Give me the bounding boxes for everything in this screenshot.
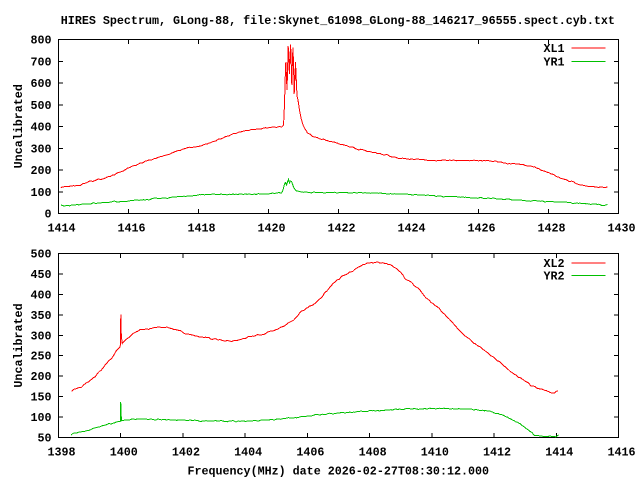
svg-text:500: 500 bbox=[30, 99, 51, 113]
svg-text:1404: 1404 bbox=[234, 446, 262, 460]
svg-text:Uncalibrated: Uncalibrated bbox=[12, 303, 26, 387]
svg-text:1400: 1400 bbox=[110, 446, 138, 460]
svg-text:50: 50 bbox=[37, 432, 51, 446]
svg-text:250: 250 bbox=[30, 350, 51, 364]
svg-text:XL1: XL1 bbox=[543, 42, 564, 56]
svg-text:1416: 1416 bbox=[117, 222, 145, 236]
svg-text:100: 100 bbox=[30, 186, 51, 200]
svg-text:1426: 1426 bbox=[467, 222, 495, 236]
svg-text:1420: 1420 bbox=[257, 222, 285, 236]
svg-text:450: 450 bbox=[30, 268, 51, 282]
svg-text:Uncalibrated: Uncalibrated bbox=[12, 84, 26, 168]
svg-text:200: 200 bbox=[30, 164, 51, 178]
svg-text:1416: 1416 bbox=[607, 446, 635, 460]
svg-text:1414: 1414 bbox=[47, 222, 75, 236]
svg-text:1418: 1418 bbox=[187, 222, 215, 236]
svg-text:Frequency(MHz) date 2026-02-27: Frequency(MHz) date 2026-02-27T08:30:12.… bbox=[187, 465, 489, 479]
svg-text:XL2: XL2 bbox=[543, 257, 564, 271]
svg-text:1414: 1414 bbox=[545, 446, 573, 460]
svg-text:1406: 1406 bbox=[296, 446, 324, 460]
svg-text:100: 100 bbox=[30, 411, 51, 425]
svg-text:1408: 1408 bbox=[359, 446, 387, 460]
svg-text:0: 0 bbox=[44, 208, 51, 222]
svg-text:300: 300 bbox=[30, 329, 51, 343]
svg-text:400: 400 bbox=[30, 121, 51, 135]
svg-text:700: 700 bbox=[30, 55, 51, 69]
svg-text:350: 350 bbox=[30, 309, 51, 323]
svg-text:1428: 1428 bbox=[537, 222, 565, 236]
svg-text:600: 600 bbox=[30, 77, 51, 91]
svg-text:400: 400 bbox=[30, 288, 51, 302]
svg-text:200: 200 bbox=[30, 370, 51, 384]
svg-text:YR1: YR1 bbox=[543, 55, 564, 69]
svg-text:1398: 1398 bbox=[47, 446, 75, 460]
svg-text:HIRES Spectrum, GLong-88, file: HIRES Spectrum, GLong-88, file:Skynet_61… bbox=[61, 14, 615, 28]
svg-text:1402: 1402 bbox=[172, 446, 200, 460]
svg-text:150: 150 bbox=[30, 391, 51, 405]
svg-text:800: 800 bbox=[30, 34, 51, 48]
svg-text:1430: 1430 bbox=[607, 222, 635, 236]
svg-text:500: 500 bbox=[30, 248, 51, 262]
svg-text:YR2: YR2 bbox=[543, 270, 564, 284]
svg-text:300: 300 bbox=[30, 142, 51, 156]
svg-text:1412: 1412 bbox=[483, 446, 511, 460]
svg-text:1422: 1422 bbox=[327, 222, 355, 236]
svg-text:1410: 1410 bbox=[421, 446, 449, 460]
svg-text:1424: 1424 bbox=[397, 222, 425, 236]
